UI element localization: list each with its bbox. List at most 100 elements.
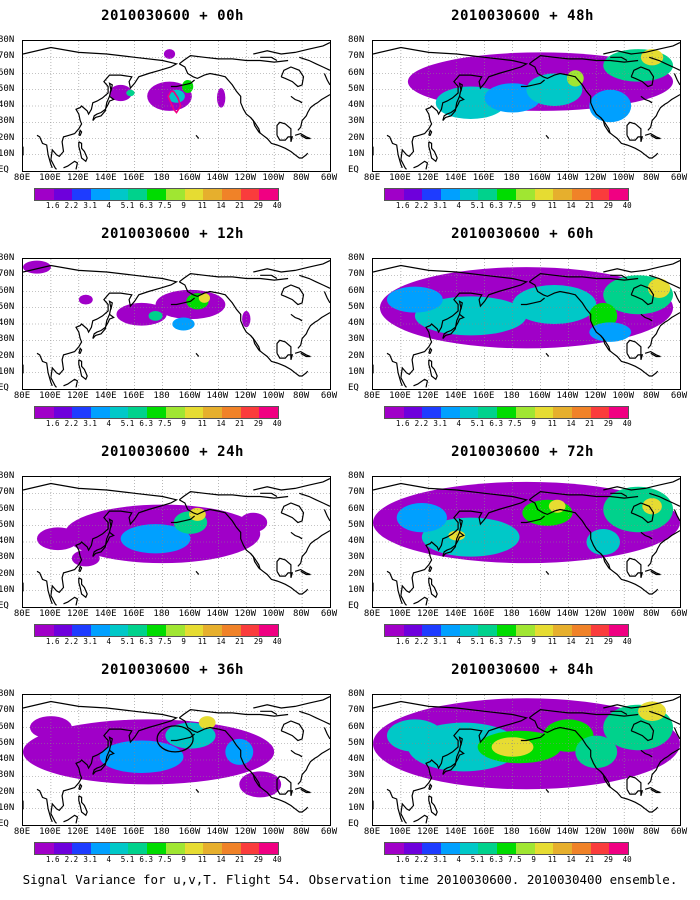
colorbar-level-label: 2.2 <box>64 855 79 864</box>
colorbar-level-label: 1.6 <box>395 855 410 864</box>
coastline <box>294 786 311 794</box>
colorbar-level-label: 21 <box>585 637 595 646</box>
colorbar-level-label: 11 <box>547 855 557 864</box>
coastline <box>610 56 628 62</box>
coastline <box>297 530 330 567</box>
colorbar-level-label: 29 <box>603 637 613 646</box>
lat-tick-label: 60N <box>0 503 15 514</box>
coastline <box>458 300 463 315</box>
coastline <box>78 577 88 599</box>
variance-map-svg <box>23 477 330 607</box>
coastline <box>323 509 330 522</box>
lon-tick-label: 80E <box>363 609 381 619</box>
lon-tick-label: 120E <box>416 173 439 183</box>
coastline <box>297 312 330 349</box>
colorbar-swatch <box>590 843 610 854</box>
lat-tick-label: 20N <box>0 568 15 579</box>
coastline <box>600 771 611 788</box>
colorbar-level-label: 21 <box>235 637 245 646</box>
colorbar-swatch <box>422 407 442 418</box>
lon-tick-label: 80E <box>363 391 381 401</box>
coastline <box>626 339 644 360</box>
lat-tick-label: 40N <box>348 100 365 110</box>
coastline <box>299 492 330 507</box>
colorbar-swatch <box>203 189 222 200</box>
colorbar-level-label: 4 <box>106 855 112 864</box>
map-plot <box>22 476 331 608</box>
lon-tick-label: 80E <box>13 609 31 619</box>
coastline <box>626 775 644 796</box>
colorbar-swatch <box>571 843 591 854</box>
coastline <box>428 783 433 790</box>
lon-tick-label: 80W <box>292 609 310 619</box>
colorbar-swatch <box>147 843 166 854</box>
coastline <box>545 788 550 793</box>
colorbar-level-label: 7.5 <box>158 201 172 210</box>
lon-tick-label: 180 <box>153 827 170 837</box>
colorbar-level-label: 2.2 <box>414 637 429 646</box>
coastline <box>545 352 550 357</box>
colorbar-swatch <box>165 407 185 418</box>
coastline <box>428 359 438 381</box>
colorbar-swatch <box>497 407 516 418</box>
colorbar-swatch <box>459 625 479 636</box>
lon-tick-label: 80E <box>363 173 381 183</box>
coastline <box>78 359 88 381</box>
lon-tick-label: 100W <box>612 391 635 401</box>
coastline <box>195 788 200 793</box>
coastline <box>428 129 433 136</box>
lat-tick-label: 70N <box>348 269 365 280</box>
coastline <box>23 46 179 170</box>
map-panel-24h: 2010030600 + 24h 80N 70N 60N 50N 40N 30N 20N 10N… <box>0 444 345 664</box>
colorbar-level-label: 9 <box>181 855 186 864</box>
colorbar-swatch <box>147 189 166 200</box>
colorbar-swatch <box>553 407 572 418</box>
colorbar-level-label: 6.3 <box>489 637 503 646</box>
coastline <box>610 492 628 498</box>
colorbar-swatch <box>459 843 479 854</box>
lat-tick-label: EQ <box>0 383 9 393</box>
colorbar-level-label: 14 <box>566 419 576 428</box>
variance-map-svg <box>373 695 680 825</box>
lon-tick-label: 160W <box>178 827 201 837</box>
coastline <box>179 281 309 377</box>
colorbar-level-label: 4 <box>106 201 112 210</box>
lon-tick-label: 140E <box>94 391 117 401</box>
colorbar-level-label: 5.1 <box>470 855 485 864</box>
colorbar-swatch <box>109 407 129 418</box>
lon-tick-label: 100W <box>262 827 285 837</box>
colorbar-swatch <box>478 407 498 418</box>
map-panel-36h: 2010030600 + 36h 80N 70N 60N 50N 40N 30N 20N 10N… <box>0 662 345 882</box>
lat-tick-label: 20N <box>348 350 365 361</box>
colorbar-swatch <box>553 189 572 200</box>
colorbar-level-label: 9 <box>531 201 536 210</box>
coastline <box>280 66 305 88</box>
colorbar-swatch <box>441 625 460 636</box>
colorbar-level-label: 4 <box>106 419 112 428</box>
coastline <box>108 300 113 315</box>
coastline <box>63 378 79 388</box>
coastline <box>644 786 661 794</box>
variance-shading <box>198 716 216 730</box>
lon-tick-label: 160E <box>472 827 495 837</box>
coastline <box>386 570 403 605</box>
variance-shading <box>198 293 210 303</box>
lon-tick-label: 180 <box>503 173 520 183</box>
coastline <box>428 577 438 599</box>
lat-tick-label: 80N <box>348 35 365 45</box>
coastline <box>649 710 680 725</box>
colorbar-level-label: 5.1 <box>470 419 485 428</box>
colorbar-level-label: 14 <box>566 855 576 864</box>
coastline <box>520 733 545 742</box>
coastline <box>276 775 294 796</box>
lat-tick-label: 50N <box>348 83 365 94</box>
lon-tick-label: 120E <box>416 827 439 837</box>
lon-tick-label: 100W <box>262 391 285 401</box>
lon-tick-label: 120W <box>234 609 257 619</box>
variance-shading <box>36 527 79 551</box>
lat-tick-label: 60N <box>0 285 15 296</box>
colorbar-level-label: 4 <box>456 637 462 646</box>
coastline <box>630 284 655 306</box>
panel-title: 2010030600 + 24h <box>101 444 244 460</box>
lon-tick-label: 140W <box>556 827 579 837</box>
